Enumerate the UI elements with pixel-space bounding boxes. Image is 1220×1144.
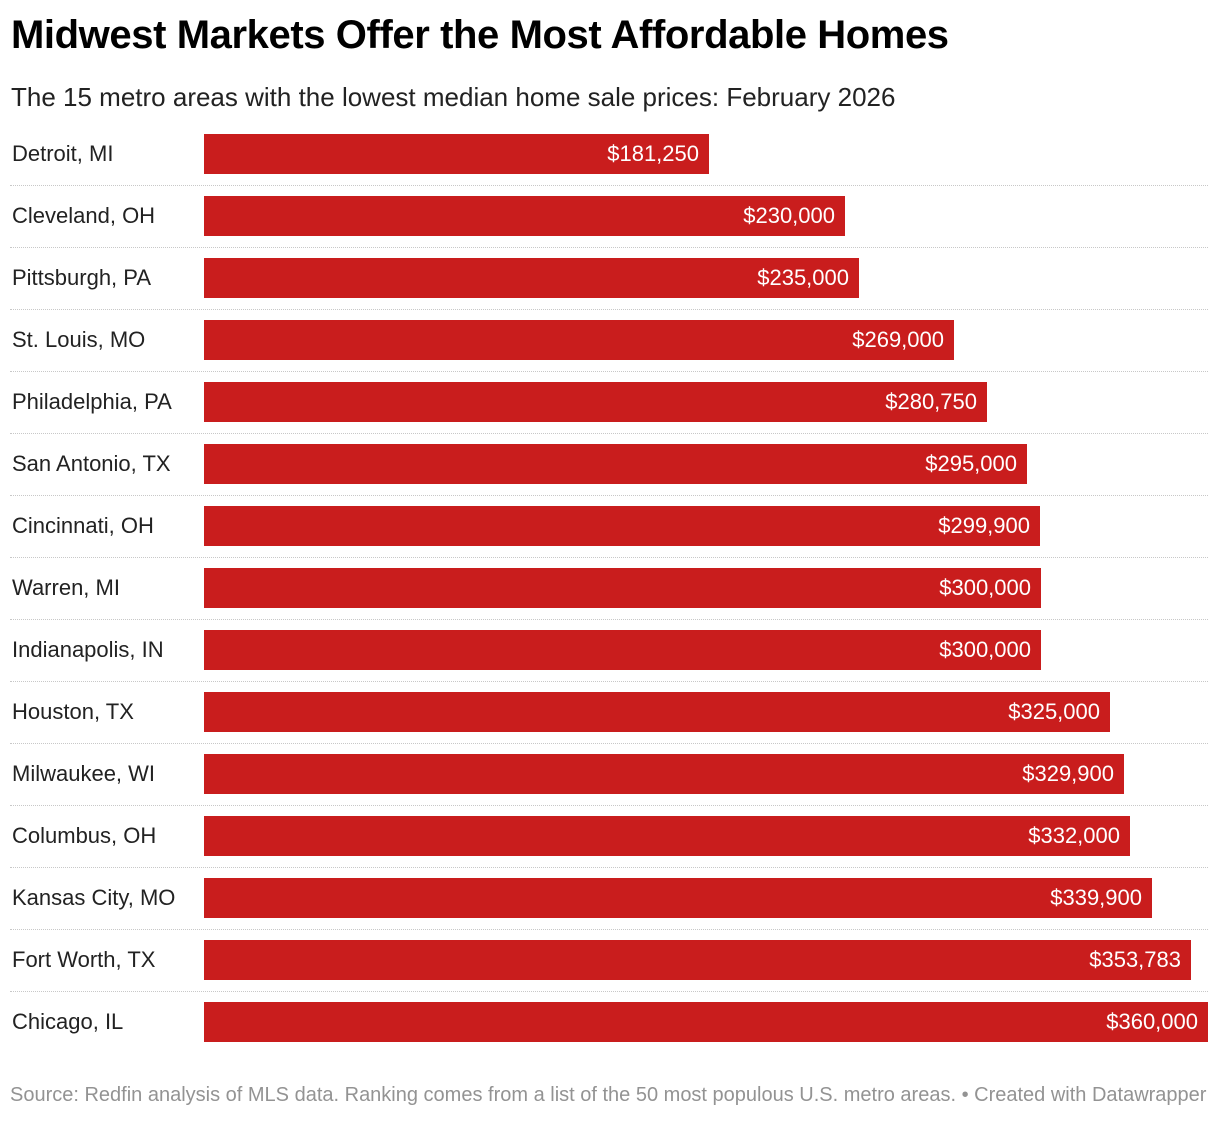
category-label: Pittsburgh, PA <box>12 265 151 290</box>
row-divider <box>10 309 1208 310</box>
bar-value-label: $339,900 <box>1050 885 1142 910</box>
bar <box>204 816 1130 856</box>
bar-value-label: $299,900 <box>938 513 1030 538</box>
bar <box>204 754 1124 794</box>
row-divider <box>10 805 1208 806</box>
bar <box>204 568 1041 608</box>
category-label: Houston, TX <box>12 699 134 724</box>
row-divider <box>10 185 1208 186</box>
bar-value-label: $353,783 <box>1089 947 1181 972</box>
row-divider <box>10 433 1208 434</box>
bar <box>204 1002 1208 1042</box>
chart-subtitle: The 15 metro areas with the lowest media… <box>11 82 896 112</box>
bar-value-label: $269,000 <box>852 327 944 352</box>
row-divider <box>10 991 1208 992</box>
row-divider <box>10 495 1208 496</box>
row-divider <box>10 371 1208 372</box>
row-divider <box>10 247 1208 248</box>
bar-value-label: $235,000 <box>757 265 849 290</box>
bar-value-label: $295,000 <box>925 451 1017 476</box>
bar-value-label: $230,000 <box>743 203 835 228</box>
bar-value-label: $280,750 <box>885 389 977 414</box>
bar-value-label: $332,000 <box>1028 823 1120 848</box>
bar-value-label: $360,000 <box>1106 1009 1198 1034</box>
category-label: Cincinnati, OH <box>12 513 154 538</box>
row-divider <box>10 929 1208 930</box>
bar <box>204 196 845 236</box>
category-label: Columbus, OH <box>12 823 157 848</box>
bar <box>204 878 1152 918</box>
chart-title: Midwest Markets Offer the Most Affordabl… <box>11 13 949 57</box>
category-label: Warren, MI <box>12 575 120 600</box>
bar <box>204 940 1191 980</box>
row-divider <box>10 867 1208 868</box>
bar <box>204 506 1040 546</box>
category-label: Fort Worth, TX <box>12 947 156 972</box>
bar-value-label: $300,000 <box>939 637 1031 662</box>
bar-value-label: $329,900 <box>1022 761 1114 786</box>
bar-value-label: $325,000 <box>1008 699 1100 724</box>
row-divider <box>10 743 1208 744</box>
row-divider <box>10 557 1208 558</box>
category-label: San Antonio, TX <box>12 451 171 476</box>
bar <box>204 258 859 298</box>
bar <box>204 692 1110 732</box>
category-label: Indianapolis, IN <box>12 637 164 662</box>
source-note: Source: Redfin analysis of MLS data. Ran… <box>10 1084 1207 1106</box>
bar <box>204 444 1027 484</box>
bar <box>204 320 954 360</box>
category-label: Kansas City, MO <box>12 885 176 910</box>
category-label: St. Louis, MO <box>12 327 146 352</box>
bar <box>204 382 987 422</box>
category-label: Cleveland, OH <box>12 203 156 228</box>
row-divider <box>10 681 1208 682</box>
category-label: Chicago, IL <box>12 1009 124 1034</box>
bar <box>204 134 709 174</box>
bar <box>204 630 1041 670</box>
bar-value-label: $300,000 <box>939 575 1031 600</box>
category-label: Milwaukee, WI <box>12 761 156 786</box>
category-label: Philadelphia, PA <box>12 389 172 414</box>
bar-value-label: $181,250 <box>607 141 699 166</box>
category-label: Detroit, MI <box>12 141 114 166</box>
row-divider <box>10 619 1208 620</box>
